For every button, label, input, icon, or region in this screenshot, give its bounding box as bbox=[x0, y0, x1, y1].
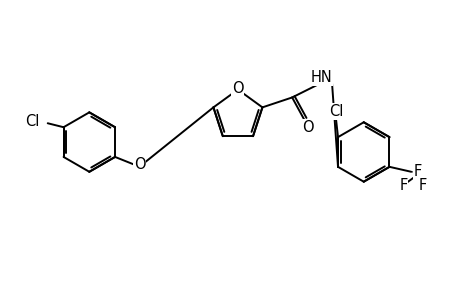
Text: Cl: Cl bbox=[328, 104, 342, 119]
Text: F: F bbox=[398, 178, 407, 193]
Text: O: O bbox=[302, 120, 313, 135]
Text: O: O bbox=[134, 158, 146, 172]
Text: Cl: Cl bbox=[25, 114, 40, 129]
Text: F: F bbox=[418, 178, 426, 193]
Text: O: O bbox=[232, 81, 243, 96]
Text: HN: HN bbox=[310, 70, 332, 85]
Text: F: F bbox=[412, 164, 420, 179]
